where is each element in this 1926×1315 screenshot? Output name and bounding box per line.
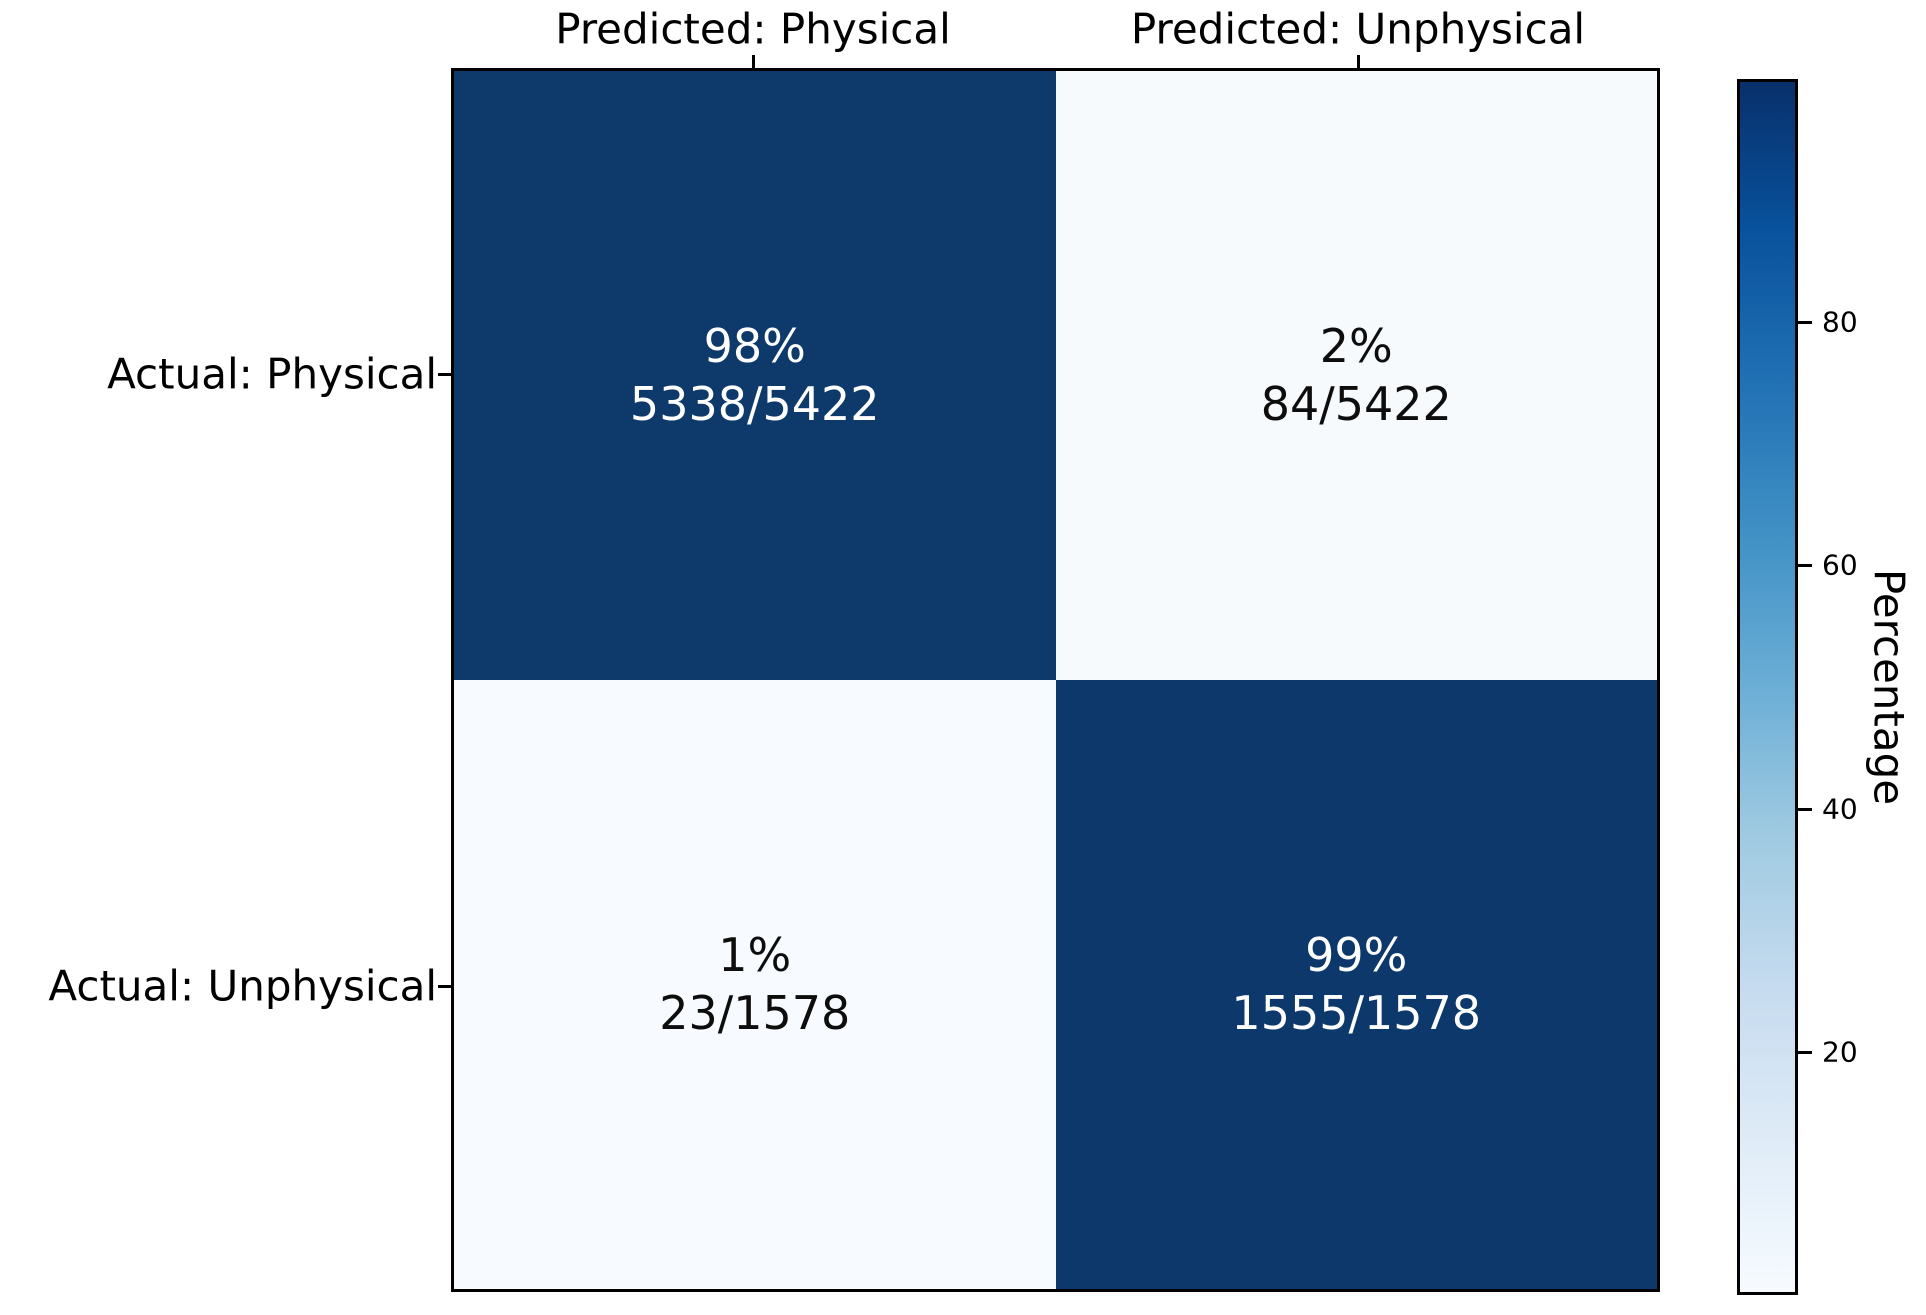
y-tick-label-actual-physical: Actual: Physical (107, 349, 437, 399)
colorbar-tick-label-60: 60 (1822, 548, 1858, 582)
colorbar-tick-label-40: 40 (1822, 792, 1858, 826)
cell-actual-unphysical-pred-unphysical: 99% 1555/1578 (1055, 680, 1657, 1289)
cell-percent: 99% (1305, 928, 1408, 982)
cell-percent: 1% (718, 928, 792, 982)
y-tick-label-actual-unphysical: Actual: Unphysical (48, 961, 437, 1011)
cell-actual-physical-pred-unphysical: 2% 84/5422 (1055, 71, 1657, 680)
colorbar-gradient (1737, 79, 1798, 1295)
x-axis-tick-mark (1357, 55, 1360, 68)
colorbar-tick-mark (1798, 1051, 1812, 1054)
cell-percent: 98% (703, 319, 806, 373)
colorbar-tick-label-80: 80 (1822, 305, 1858, 339)
x-axis-tick-mark (752, 55, 755, 68)
colorbar-tick-mark (1798, 321, 1812, 324)
x-tick-label-predicted-physical: Predicted: Physical (555, 4, 951, 54)
colorbar-tick-label-20: 20 (1822, 1035, 1858, 1069)
x-tick-label-predicted-unphysical: Predicted: Unphysical (1130, 4, 1586, 54)
cell-actual-unphysical-pred-physical: 1% 23/1578 (454, 680, 1056, 1289)
y-axis-tick-mark (438, 373, 451, 376)
cell-fraction: 23/1578 (659, 985, 851, 1040)
cell-fraction: 5338/5422 (629, 376, 880, 431)
colorbar-tick-mark (1798, 808, 1812, 811)
cell-percent: 2% (1319, 319, 1393, 373)
heatmap-matrix: 98% 5338/5422 2% 84/5422 1% 23/1578 99% … (451, 68, 1660, 1292)
colorbar-axis-label: Percentage (1864, 568, 1914, 806)
cell-fraction: 84/5422 (1260, 376, 1452, 431)
y-axis-tick-mark (438, 985, 451, 988)
cell-fraction: 1555/1578 (1231, 985, 1482, 1040)
colorbar-tick-mark (1798, 564, 1812, 567)
cell-actual-physical-pred-physical: 98% 5338/5422 (454, 71, 1056, 680)
